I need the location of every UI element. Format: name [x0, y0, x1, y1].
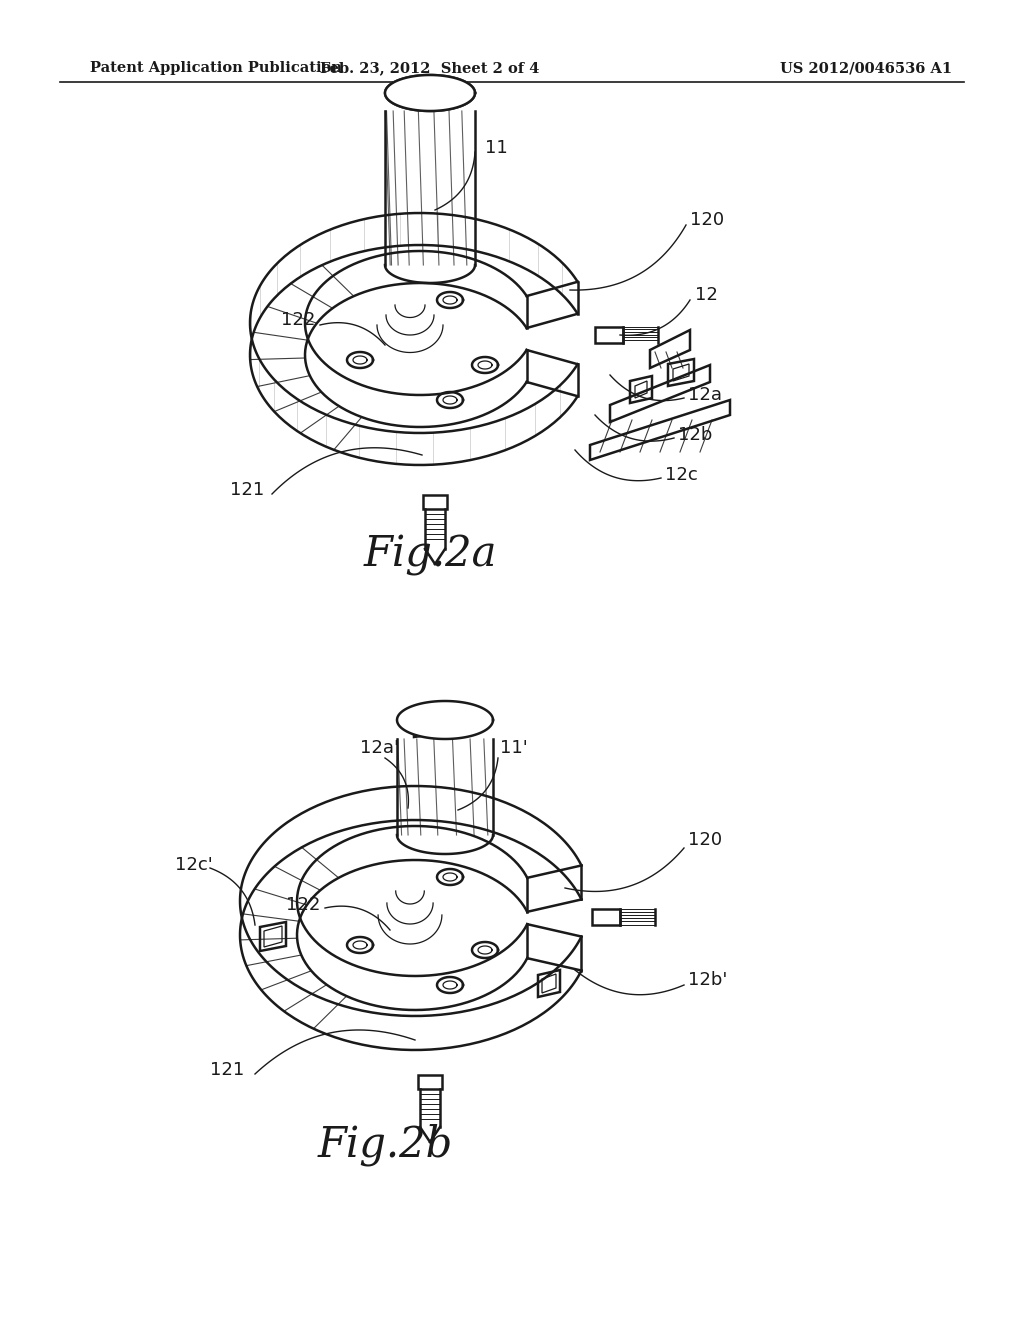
- Text: Fig.2a: Fig.2a: [364, 535, 497, 576]
- Text: Feb. 23, 2012  Sheet 2 of 4: Feb. 23, 2012 Sheet 2 of 4: [321, 61, 540, 75]
- Text: Fig.2b: Fig.2b: [317, 1123, 453, 1167]
- Bar: [595, 327, 623, 343]
- Text: 120: 120: [690, 211, 724, 228]
- Text: 121: 121: [230, 480, 264, 499]
- Polygon shape: [385, 75, 475, 111]
- Text: 11: 11: [485, 139, 508, 157]
- Text: US 2012/0046536 A1: US 2012/0046536 A1: [780, 61, 952, 75]
- Bar: [418, 1074, 442, 1089]
- Text: 12a': 12a': [360, 739, 399, 756]
- Text: Patent Application Publication: Patent Application Publication: [90, 61, 342, 75]
- Text: 122: 122: [286, 896, 319, 913]
- Text: 12a: 12a: [688, 385, 722, 404]
- Polygon shape: [397, 701, 493, 739]
- Polygon shape: [650, 330, 690, 368]
- Text: 122: 122: [281, 312, 315, 329]
- Text: 12: 12: [695, 286, 718, 304]
- Bar: [423, 495, 447, 510]
- Text: 12b': 12b': [688, 972, 727, 989]
- Text: 11': 11': [500, 739, 527, 756]
- Bar: [592, 909, 620, 925]
- Text: 121: 121: [210, 1061, 245, 1078]
- Polygon shape: [414, 711, 436, 737]
- Text: 120: 120: [688, 832, 722, 849]
- Text: 12c': 12c': [175, 855, 213, 874]
- Polygon shape: [590, 400, 730, 459]
- Text: 12b: 12b: [678, 426, 713, 444]
- Polygon shape: [610, 366, 710, 422]
- Text: 12c: 12c: [665, 466, 697, 484]
- Polygon shape: [260, 921, 286, 950]
- Polygon shape: [538, 970, 560, 997]
